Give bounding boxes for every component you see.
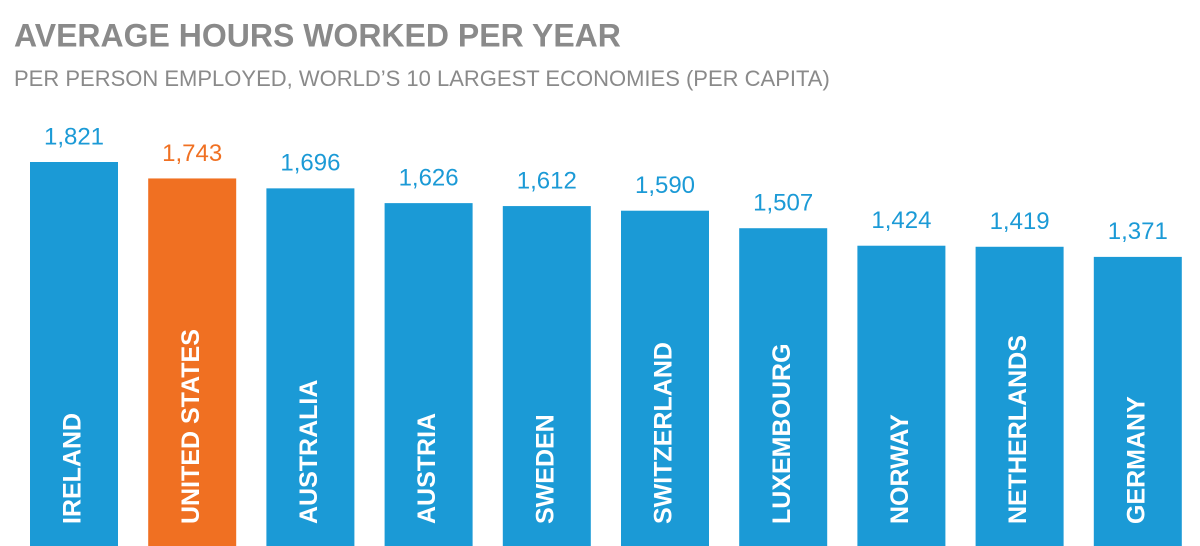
- bar: [384, 203, 473, 546]
- value-label: 1,590: [635, 172, 695, 199]
- bar: [266, 188, 355, 546]
- bar: [621, 210, 709, 546]
- value-label: 1,821: [44, 123, 104, 150]
- value-label: 1,507: [753, 190, 813, 217]
- bar: [148, 178, 237, 546]
- value-label: 1,419: [990, 208, 1050, 235]
- value-label: 1,424: [871, 207, 931, 234]
- chart-title: AVERAGE HOURS WORKED PER YEAR: [14, 17, 621, 53]
- chart-subtitle: PER PERSON EMPLOYED, WORLD’S 10 LARGEST …: [14, 66, 830, 91]
- value-label: 1,743: [162, 140, 222, 167]
- value-label: 1,371: [1108, 218, 1168, 245]
- bar: [975, 246, 1064, 546]
- bar: [857, 245, 946, 546]
- category-label: IRELAND: [59, 413, 87, 524]
- category-label: NORWAY: [886, 414, 914, 524]
- bar: [739, 228, 828, 546]
- category-label: AUSTRIA: [413, 413, 441, 524]
- value-label: 1,626: [399, 164, 459, 191]
- category-label: GERMANY: [1122, 396, 1150, 524]
- bar: [1093, 256, 1182, 546]
- value-label: 1,612: [517, 167, 577, 194]
- category-label: LUXEMBOURG: [768, 343, 796, 524]
- value-label: 1,696: [280, 150, 340, 177]
- bar: [502, 206, 591, 546]
- category-label: UNITED STATES: [177, 329, 205, 524]
- category-label: SWEDEN: [531, 414, 559, 524]
- category-label: SWITZERLAND: [650, 342, 678, 524]
- category-label: AUSTRALIA: [295, 380, 323, 524]
- bar: [30, 162, 118, 546]
- category-label: NETHERLANDS: [1004, 335, 1032, 524]
